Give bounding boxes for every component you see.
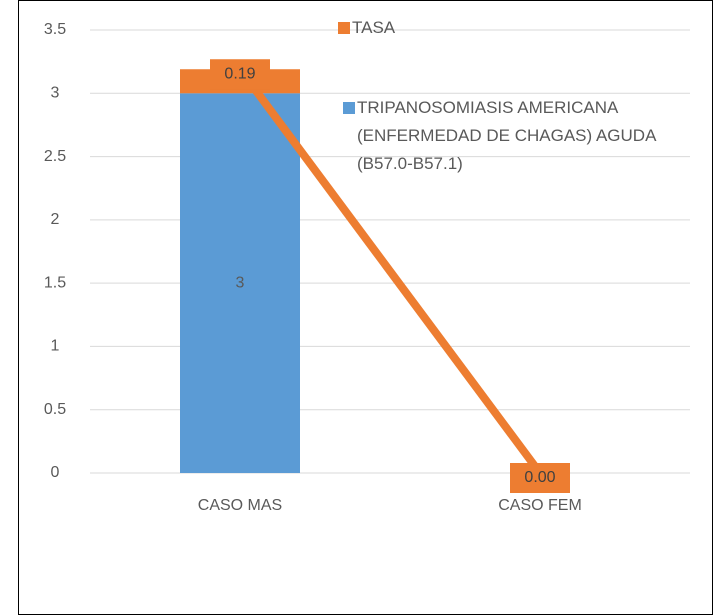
- line: [236, 66, 544, 476]
- y-tick-label: 3.5: [44, 21, 66, 38]
- legend-swatch: [338, 22, 350, 34]
- y-tick-label: 3: [51, 85, 60, 102]
- y-tick-label: 1.5: [44, 274, 66, 291]
- data-label-box: [210, 59, 270, 90]
- data-label-box: [510, 463, 570, 493]
- x-tick-label: CASO MAS: [198, 497, 282, 514]
- data-label: 0.19: [224, 65, 255, 82]
- y-tick-label: 2.5: [44, 148, 66, 165]
- y-tick-label: 2: [51, 211, 60, 228]
- y-tick-label: 0: [51, 464, 60, 481]
- legend-swatch: [343, 102, 355, 114]
- legend-label: TASA: [352, 18, 396, 37]
- data-label: 3: [236, 274, 245, 291]
- legend-label: TRIPANOSOMIASIS AMERICANA (ENFERMEDAD DE…: [357, 98, 656, 173]
- y-tick-label: 0.5: [44, 401, 66, 418]
- y-tick-label: 1: [51, 338, 60, 355]
- bar-segment: [180, 93, 300, 474]
- chart-border: [18, 0, 713, 615]
- data-label: 0.00: [524, 469, 555, 486]
- x-tick-label: CASO FEM: [498, 497, 582, 514]
